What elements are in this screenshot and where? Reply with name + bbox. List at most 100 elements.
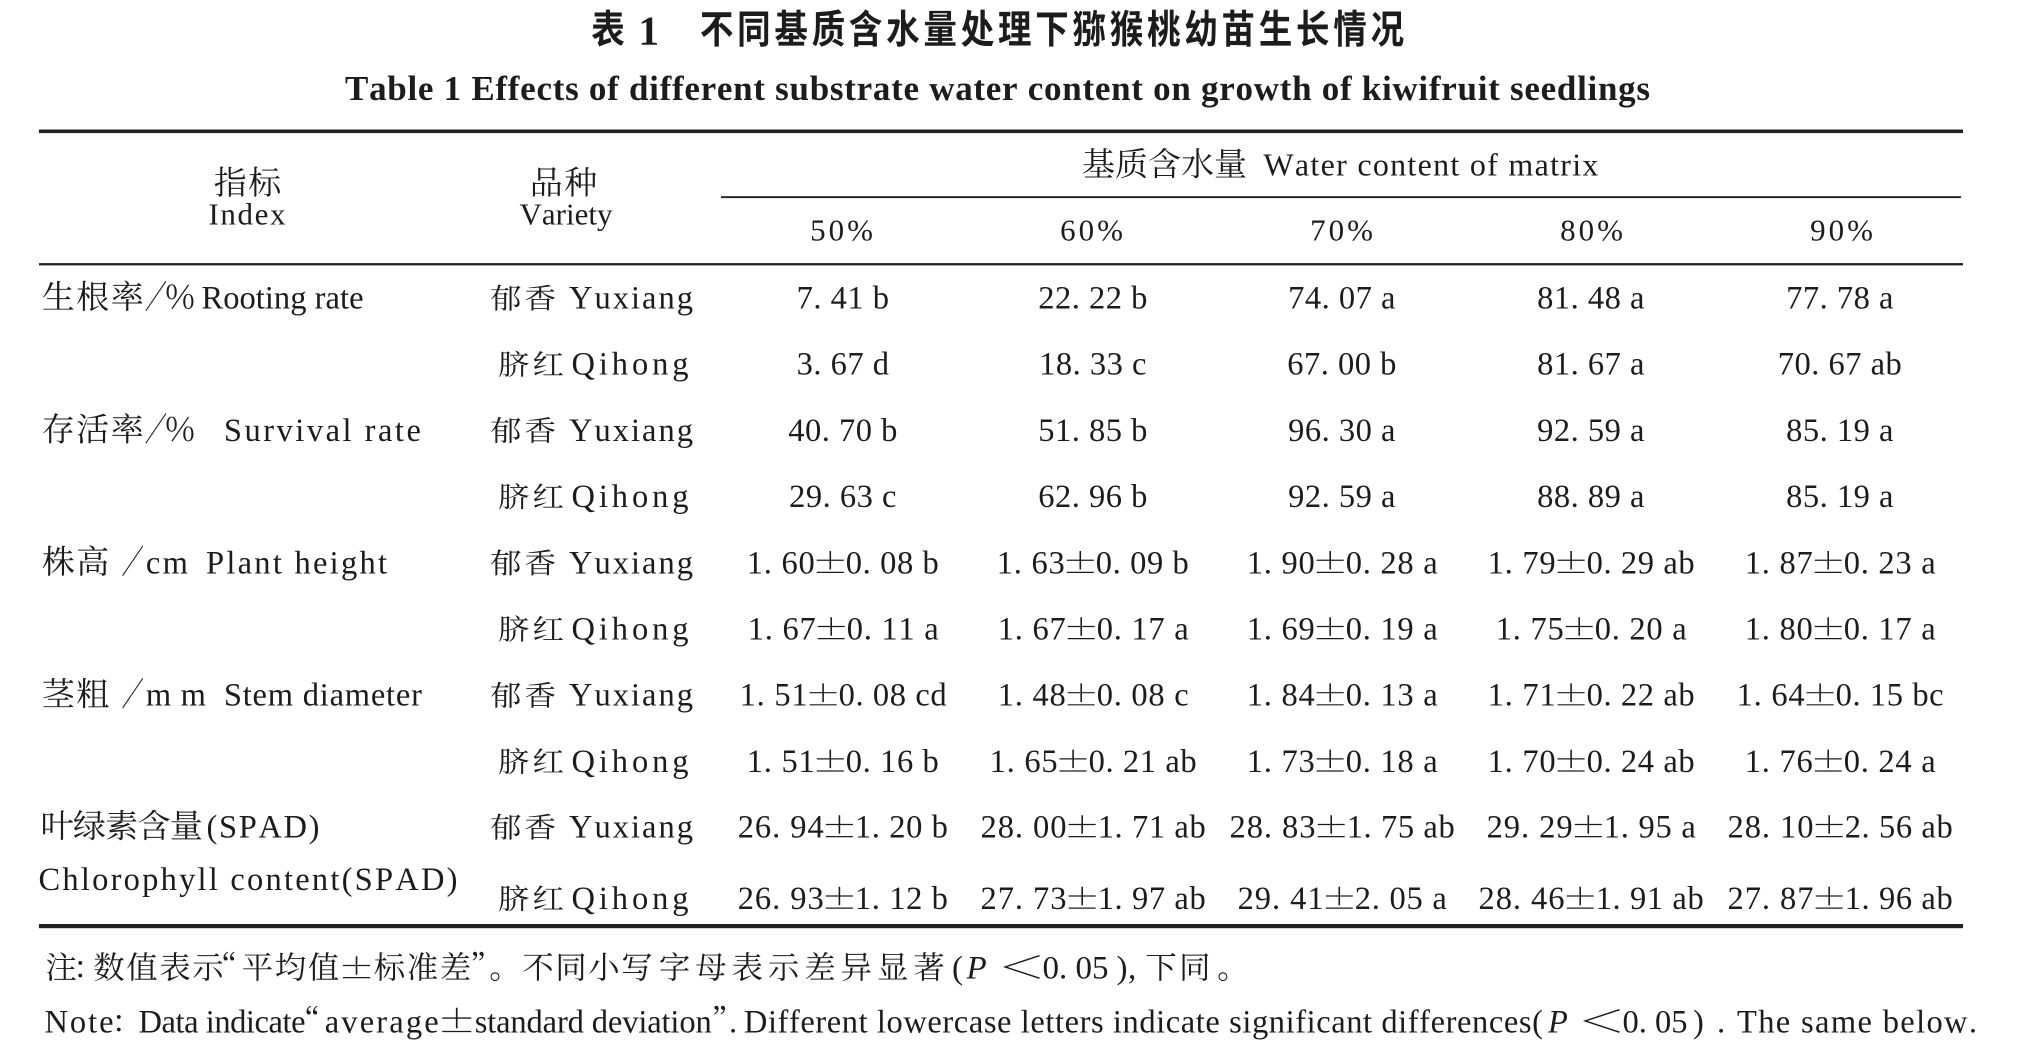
- svg-text:0. 28 a: 0. 28 a: [1346, 545, 1438, 581]
- svg-text:50%: 50%: [810, 213, 876, 248]
- svg-text:,: ,: [1128, 951, 1136, 987]
- svg-text:0. 08 cd: 0. 08 cd: [839, 678, 947, 714]
- svg-text:0. 08 b: 0. 08 b: [846, 545, 939, 581]
- svg-text:P: P: [1547, 1005, 1568, 1041]
- svg-text:1: 1: [639, 7, 660, 53]
- svg-text:90%: 90%: [1810, 213, 1876, 248]
- svg-text:70%: 70%: [1310, 213, 1376, 248]
- svg-text:0. 05: 0. 05: [1623, 1005, 1688, 1041]
- svg-text:1. 75: 1. 75: [1496, 612, 1564, 648]
- svg-text:.: .: [729, 1005, 737, 1041]
- svg-text:Index: Index: [209, 197, 287, 232]
- svg-text:18. 33 c: 18. 33 c: [1039, 347, 1147, 383]
- svg-text:3. 67 d: 3. 67 d: [797, 347, 890, 383]
- svg-text:1. 75 ab: 1. 75 ab: [1347, 810, 1455, 846]
- svg-text:1. 95 a: 1. 95 a: [1604, 810, 1696, 846]
- svg-text:P: P: [966, 951, 987, 987]
- svg-text:28. 83: 28. 83: [1230, 810, 1316, 846]
- svg-text:0. 19 a: 0. 19 a: [1346, 612, 1438, 648]
- svg-text:1. 67: 1. 67: [998, 612, 1066, 648]
- svg-text:2. 05 a: 2. 05 a: [1355, 881, 1447, 917]
- svg-text:1. 87: 1. 87: [1745, 545, 1813, 581]
- svg-text:1. 67: 1. 67: [748, 612, 816, 648]
- svg-text:0. 20 a: 0. 20 a: [1595, 612, 1687, 648]
- svg-text:26. 93: 26. 93: [738, 881, 824, 917]
- svg-text:40. 70 b: 40. 70 b: [788, 413, 898, 449]
- svg-text:0. 11 a: 0. 11 a: [847, 612, 939, 648]
- svg-text:Yuxiang: Yuxiang: [569, 810, 693, 846]
- svg-text:0. 18 a: 0. 18 a: [1346, 744, 1438, 780]
- svg-text:Table 1 Effects of different: Table 1 Effects of different substrate w…: [345, 69, 1650, 108]
- svg-text:27. 87: 27. 87: [1728, 881, 1814, 917]
- svg-text:22. 22 b: 22. 22 b: [1038, 281, 1148, 317]
- svg-text:Different lowercase letters in: Different lowercase letters indicate sig…: [744, 1005, 1543, 1041]
- svg-text:28. 46: 28. 46: [1479, 881, 1565, 917]
- svg-text:0. 05: 0. 05: [1043, 951, 1109, 987]
- svg-text:70. 67 ab: 70. 67 ab: [1778, 347, 1903, 383]
- svg-text:.: .: [1717, 1005, 1725, 1041]
- svg-text:(: (: [952, 951, 963, 987]
- svg-text:1. 73: 1. 73: [1247, 744, 1315, 780]
- svg-text:Yuxiang: Yuxiang: [569, 413, 693, 449]
- svg-text:cm: cm: [146, 545, 188, 581]
- svg-text:1. 71 ab: 1. 71 ab: [1098, 810, 1206, 846]
- svg-text:1. 63: 1. 63: [997, 545, 1065, 581]
- svg-text:77. 78 a: 77. 78 a: [1786, 281, 1894, 317]
- svg-text:0. 24 a: 0. 24 a: [1844, 744, 1936, 780]
- svg-text:Survival rate: Survival rate: [224, 413, 421, 449]
- svg-text:Plant height: Plant height: [206, 545, 387, 581]
- svg-text:0. 09 b: 0. 09 b: [1096, 545, 1189, 581]
- svg-text:Stem diameter: Stem diameter: [224, 678, 422, 714]
- svg-text:28. 00: 28. 00: [981, 810, 1067, 846]
- svg-text:0. 08 c: 0. 08 c: [1097, 678, 1189, 714]
- svg-text:1. 79: 1. 79: [1488, 545, 1556, 581]
- svg-text:1. 51: 1. 51: [740, 678, 808, 714]
- svg-text:0. 22 ab: 0. 22 ab: [1587, 678, 1695, 714]
- svg-text:): ): [1693, 1005, 1704, 1041]
- svg-text:Yuxiang: Yuxiang: [569, 678, 693, 714]
- svg-text:1. 80: 1. 80: [1745, 612, 1813, 648]
- svg-text:28. 10: 28. 10: [1728, 810, 1814, 846]
- svg-text:1. 91 ab: 1. 91 ab: [1596, 881, 1704, 917]
- svg-text:Note: Note: [45, 1005, 114, 1041]
- svg-text:Rooting rate: Rooting rate: [202, 281, 364, 317]
- svg-text:Variety: Variety: [520, 197, 613, 232]
- svg-text:0. 15 bc: 0. 15 bc: [1836, 678, 1944, 714]
- svg-text:1. 96 ab: 1. 96 ab: [1845, 881, 1953, 917]
- svg-text:1. 60: 1. 60: [747, 545, 815, 581]
- svg-text:1. 90: 1. 90: [1247, 545, 1315, 581]
- svg-text:88. 89 a: 88. 89 a: [1537, 479, 1645, 515]
- svg-text:74. 07 a: 74. 07 a: [1288, 281, 1396, 317]
- svg-text:1. 48: 1. 48: [998, 678, 1066, 714]
- svg-text:1. 51: 1. 51: [747, 744, 815, 780]
- svg-text:2. 56 ab: 2. 56 ab: [1845, 810, 1953, 846]
- svg-text:85. 19 a: 85. 19 a: [1786, 479, 1894, 515]
- svg-text:0. 17 a: 0. 17 a: [1097, 612, 1189, 648]
- svg-text:0. 17 a: 0. 17 a: [1844, 612, 1936, 648]
- svg-text:80%: 80%: [1560, 213, 1626, 248]
- svg-text:1. 20 b: 1. 20 b: [855, 810, 948, 846]
- svg-text:): ): [1117, 951, 1128, 987]
- svg-text:92. 59 a: 92. 59 a: [1288, 479, 1396, 515]
- svg-text:The same below.: The same below.: [1737, 1005, 1977, 1041]
- svg-text:26. 94: 26. 94: [738, 810, 824, 846]
- svg-text:Yuxiang: Yuxiang: [569, 281, 693, 317]
- svg-text:7. 41 b: 7. 41 b: [797, 281, 890, 317]
- svg-text:0. 21 ab: 0. 21 ab: [1089, 744, 1197, 780]
- svg-text:85. 19 a: 85. 19 a: [1786, 413, 1894, 449]
- svg-text:67. 00 b: 67. 00 b: [1287, 347, 1397, 383]
- svg-text:Chlorophyll content(SPAD): Chlorophyll content(SPAD): [39, 862, 458, 898]
- svg-text:51. 85 b: 51. 85 b: [1038, 413, 1148, 449]
- svg-text:0. 29 ab: 0. 29 ab: [1587, 545, 1695, 581]
- svg-text:1. 70: 1. 70: [1488, 744, 1556, 780]
- svg-text:Water content of matrix: Water content of matrix: [1263, 147, 1598, 183]
- svg-text:1. 64: 1. 64: [1737, 678, 1805, 714]
- svg-text:62. 96 b: 62. 96 b: [1038, 479, 1148, 515]
- svg-text:1. 65: 1. 65: [990, 744, 1058, 780]
- svg-text:standard deviation: standard deviation: [475, 1005, 712, 1041]
- svg-text:average: average: [325, 1005, 439, 1041]
- svg-text:1. 97 ab: 1. 97 ab: [1098, 881, 1206, 917]
- svg-text:29. 29: 29. 29: [1487, 810, 1573, 846]
- svg-text:0. 13 a: 0. 13 a: [1346, 678, 1438, 714]
- svg-text:1. 71: 1. 71: [1488, 678, 1556, 714]
